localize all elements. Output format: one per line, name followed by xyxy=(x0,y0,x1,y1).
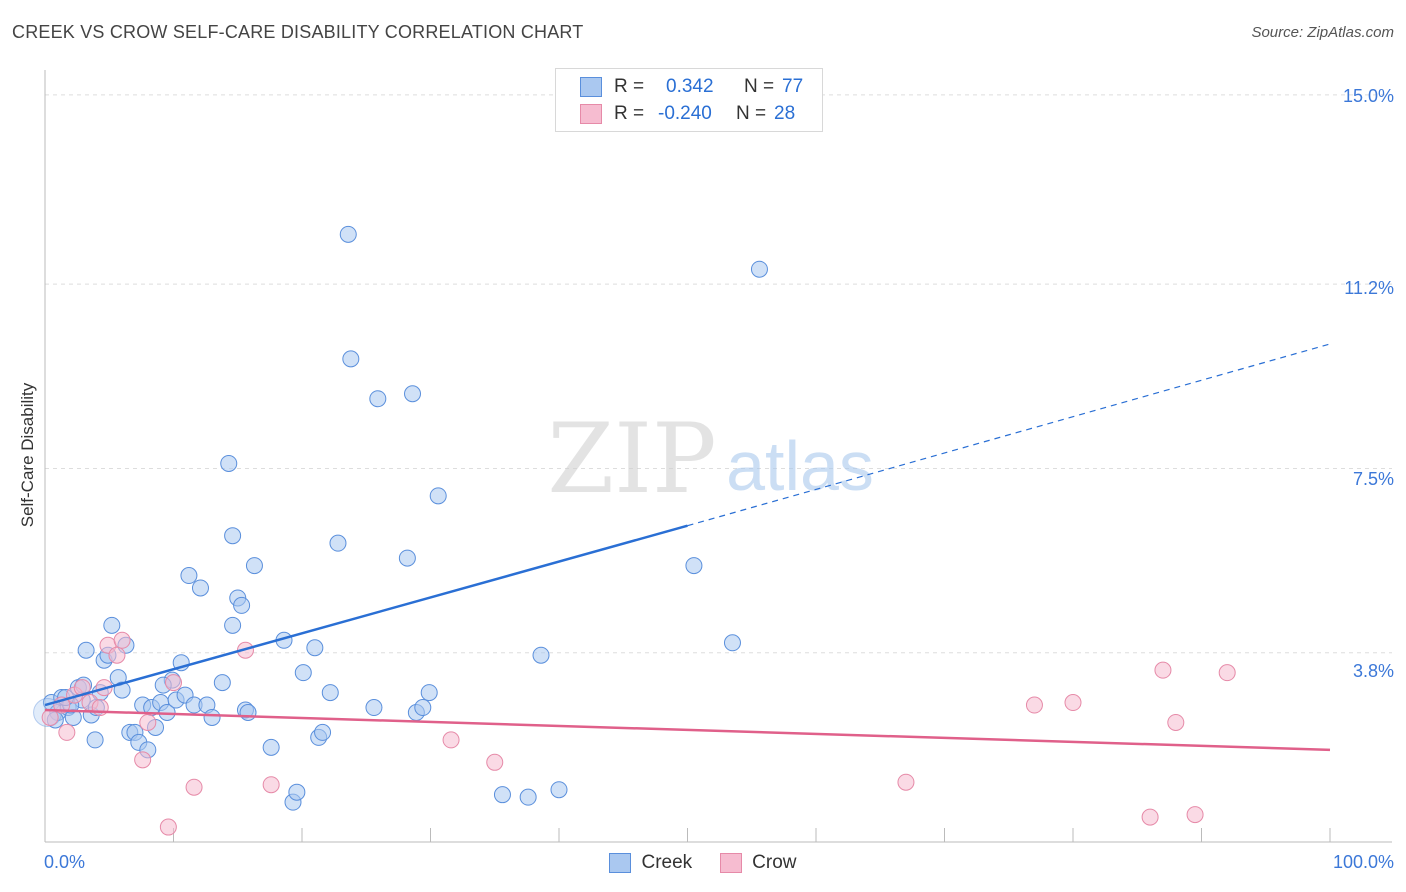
n-label: N = xyxy=(744,76,775,97)
crow-point xyxy=(1064,694,1082,712)
creek-point xyxy=(342,350,360,368)
y-tick-label: 3.8% xyxy=(1352,661,1394,681)
watermark: ZIP atlas xyxy=(547,403,874,515)
creek-point xyxy=(321,684,339,702)
creek-point xyxy=(294,664,312,682)
r-value: -0.240 xyxy=(658,103,712,124)
crow-point xyxy=(139,713,157,731)
creek-point xyxy=(314,723,332,741)
n-value: 28 xyxy=(774,103,796,124)
y-axis-label: Self-Care Disability xyxy=(18,382,37,528)
legend-label-creek: Creek xyxy=(641,852,693,873)
creek-point xyxy=(365,699,383,717)
creek-point xyxy=(429,487,447,505)
x-tick-label: 100.0% xyxy=(1332,852,1394,872)
source-label: Source: ZipAtlas.com xyxy=(1251,24,1394,41)
creek-point xyxy=(414,699,432,717)
legend-row-crow: R = -0.240 N = 28 xyxy=(580,101,795,127)
crow-trend-line xyxy=(44,708,1331,752)
n-value: 77 xyxy=(782,76,804,97)
creek-point xyxy=(224,616,242,634)
creek-point xyxy=(180,567,198,585)
crow-point xyxy=(41,708,59,726)
creek-point xyxy=(103,616,121,634)
crow-point xyxy=(1141,808,1159,826)
legend-label-crow: Crow xyxy=(752,852,797,873)
crow-point xyxy=(113,631,131,649)
crow-point xyxy=(1218,664,1236,682)
r-label: R = xyxy=(614,103,645,124)
watermark-atlas: atlas xyxy=(726,427,874,505)
y-tick-label: 7.5% xyxy=(1352,469,1394,489)
crow-swatch xyxy=(720,853,743,873)
creek-point xyxy=(77,641,95,659)
crow-point xyxy=(897,773,915,791)
creek-swatch xyxy=(609,853,632,873)
crow-point xyxy=(1154,661,1172,679)
creek-point xyxy=(723,634,741,652)
creek-point xyxy=(750,260,768,278)
creek-point xyxy=(339,225,357,243)
crow-point xyxy=(134,751,152,769)
creek-trend-extension xyxy=(687,343,1331,527)
creek-point xyxy=(203,708,221,726)
r-value: 0.342 xyxy=(666,76,714,97)
crow-point xyxy=(1186,806,1204,824)
crow-point xyxy=(1025,696,1043,714)
crow-point xyxy=(262,776,280,794)
crow-point xyxy=(159,818,177,836)
crow-point xyxy=(442,731,460,749)
creek-point xyxy=(113,681,131,699)
creek-point xyxy=(550,781,568,799)
watermark-zip: ZIP xyxy=(547,403,716,515)
y-tick-label: 15.0% xyxy=(1342,86,1394,106)
stats-legend: R = 0.342 N = 77 R = -0.240 N = 28 xyxy=(555,68,823,132)
gridlines xyxy=(45,94,1392,654)
creek-swatch xyxy=(580,77,602,97)
crow-points xyxy=(41,631,1236,836)
creek-point xyxy=(369,390,387,408)
crow-point xyxy=(58,723,76,741)
axes xyxy=(44,70,1392,843)
r-label: R = xyxy=(614,76,645,97)
creek-point xyxy=(245,557,263,575)
creek-point xyxy=(329,534,347,552)
creek-point xyxy=(420,684,438,702)
creek-point xyxy=(398,549,416,567)
legend-item-crow[interactable]: Crow xyxy=(720,852,797,874)
creek-point xyxy=(224,527,242,545)
creek-point xyxy=(404,385,422,403)
crow-swatch xyxy=(580,104,602,124)
creek-point xyxy=(532,646,550,664)
crow-point xyxy=(486,753,504,771)
n-label: N = xyxy=(736,103,767,124)
creek-point xyxy=(86,731,104,749)
creek-point xyxy=(493,786,511,804)
crow-point xyxy=(165,674,182,692)
crow-point xyxy=(108,646,126,664)
trend-lines xyxy=(44,343,1331,752)
creek-point xyxy=(239,704,257,722)
creek-point xyxy=(306,639,324,657)
creek-point xyxy=(288,783,306,801)
y-tick-label: 11.2% xyxy=(1344,278,1394,298)
creek-point xyxy=(213,674,231,692)
x-tick-label: 0.0% xyxy=(44,852,86,872)
creek-point xyxy=(233,596,251,614)
chart-title: CREEK VS CROW SELF-CARE DISABILITY CORRE… xyxy=(12,22,584,42)
creek-point xyxy=(191,579,209,597)
legend-item-creek[interactable]: Creek xyxy=(609,852,692,874)
creek-point xyxy=(519,788,537,806)
creek-point xyxy=(685,557,703,575)
legend-row-creek: R = 0.342 N = 77 xyxy=(580,74,803,100)
creek-trend-line xyxy=(44,524,688,707)
series-legend: Creek Crow xyxy=(0,852,1406,874)
creek-point xyxy=(220,454,238,472)
crow-point xyxy=(1167,713,1185,731)
crow-point xyxy=(185,778,203,796)
creek-point xyxy=(262,738,280,756)
